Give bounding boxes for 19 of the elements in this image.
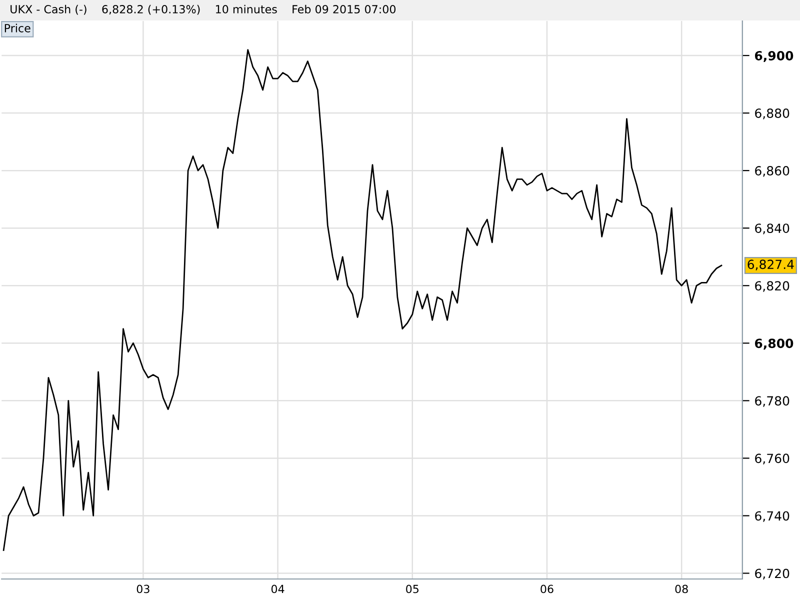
x-tick-label: 04	[271, 584, 284, 594]
y-tick-label: 6,840	[755, 224, 790, 234]
y-tick-label: 6,780	[755, 396, 790, 407]
y-tick-label: 6,800	[754, 338, 794, 350]
y-tick-label: 6,900	[754, 50, 794, 62]
text: 6,827.4	[748, 260, 794, 270]
line-series	[2, 49, 722, 551]
y-tick-label: 6,880	[755, 108, 790, 120]
x-tick-label: 06	[540, 584, 554, 594]
annotation: Price	[4, 24, 30, 32]
y-tick-label: 6,760	[755, 454, 790, 464]
x-tick-label: 05	[406, 584, 418, 594]
x-tick-label: 03	[136, 584, 150, 594]
y-tick-label: 6,820	[755, 281, 790, 292]
chart-title: UKX - Cash (-) 6,828.2 (+0.13%) 10 minutes Feb 09 2015 07:00	[10, 4, 396, 15]
y-tick-label: 6,860	[755, 166, 790, 177]
y-tick-label: 6,740	[755, 511, 790, 522]
x-tick-label: 08	[675, 584, 688, 594]
y-tick-label: 6,720	[755, 568, 790, 580]
